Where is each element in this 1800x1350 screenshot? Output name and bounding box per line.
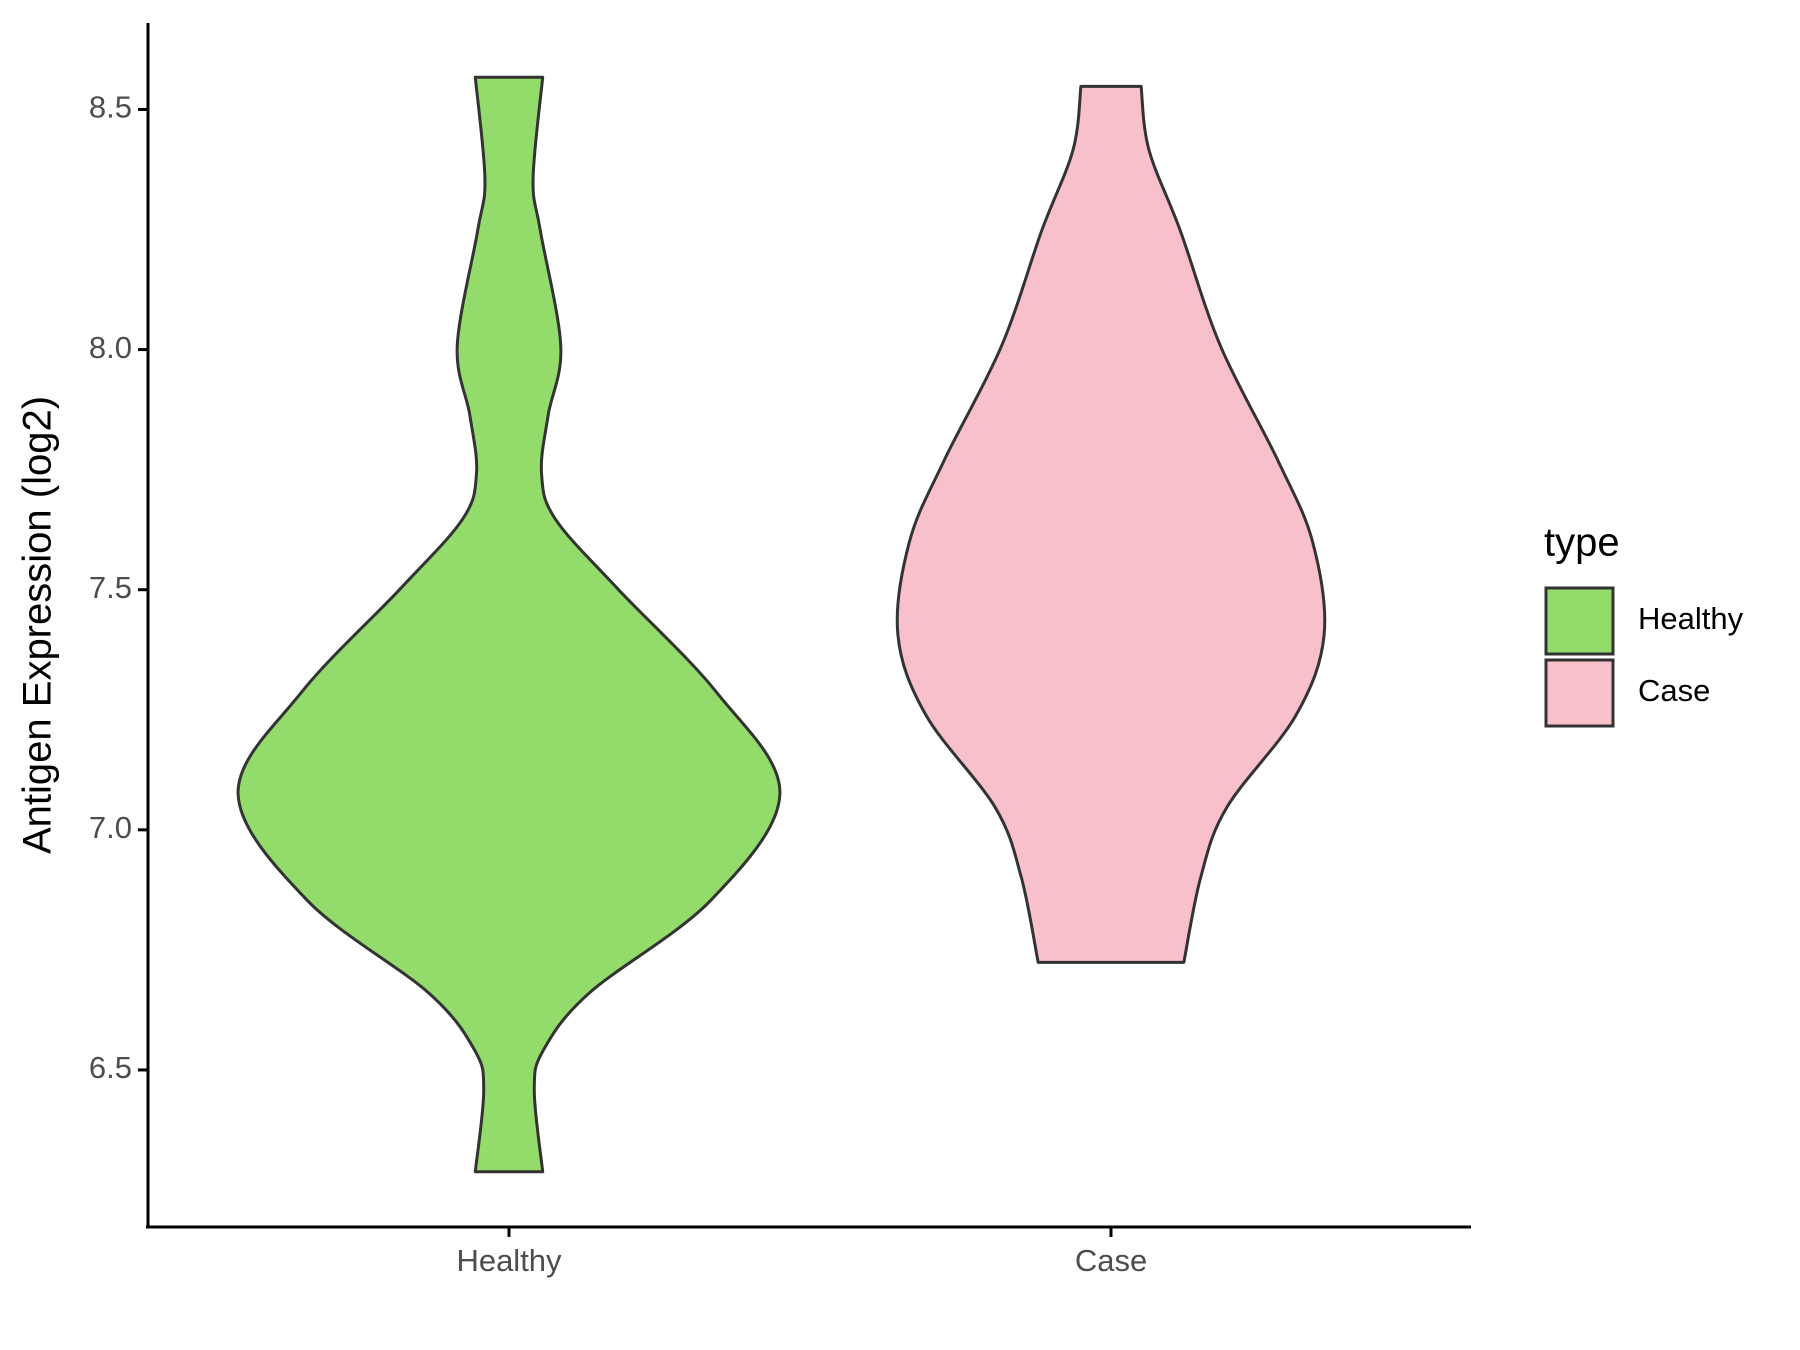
- y-tick-label: 6.5: [89, 1050, 132, 1085]
- violin: [236, 75, 782, 1174]
- y-axis-title: Antigen Expression (log2): [16, 396, 60, 854]
- y-tick-label: 7.0: [89, 810, 132, 845]
- y-tick-label: 8.5: [89, 90, 132, 125]
- x-tick-label: Case: [1075, 1243, 1147, 1278]
- violin: [895, 84, 1327, 964]
- legend-label: Case: [1638, 673, 1710, 708]
- legend-title: type: [1544, 521, 1620, 565]
- legend-key: [1544, 586, 1615, 656]
- y-tick-label: 8.0: [89, 330, 132, 365]
- legend-label: Healthy: [1638, 601, 1744, 636]
- y-tick-label: 7.5: [89, 570, 132, 605]
- x-tick-label: Healthy: [456, 1243, 562, 1278]
- legend-key: [1544, 658, 1615, 728]
